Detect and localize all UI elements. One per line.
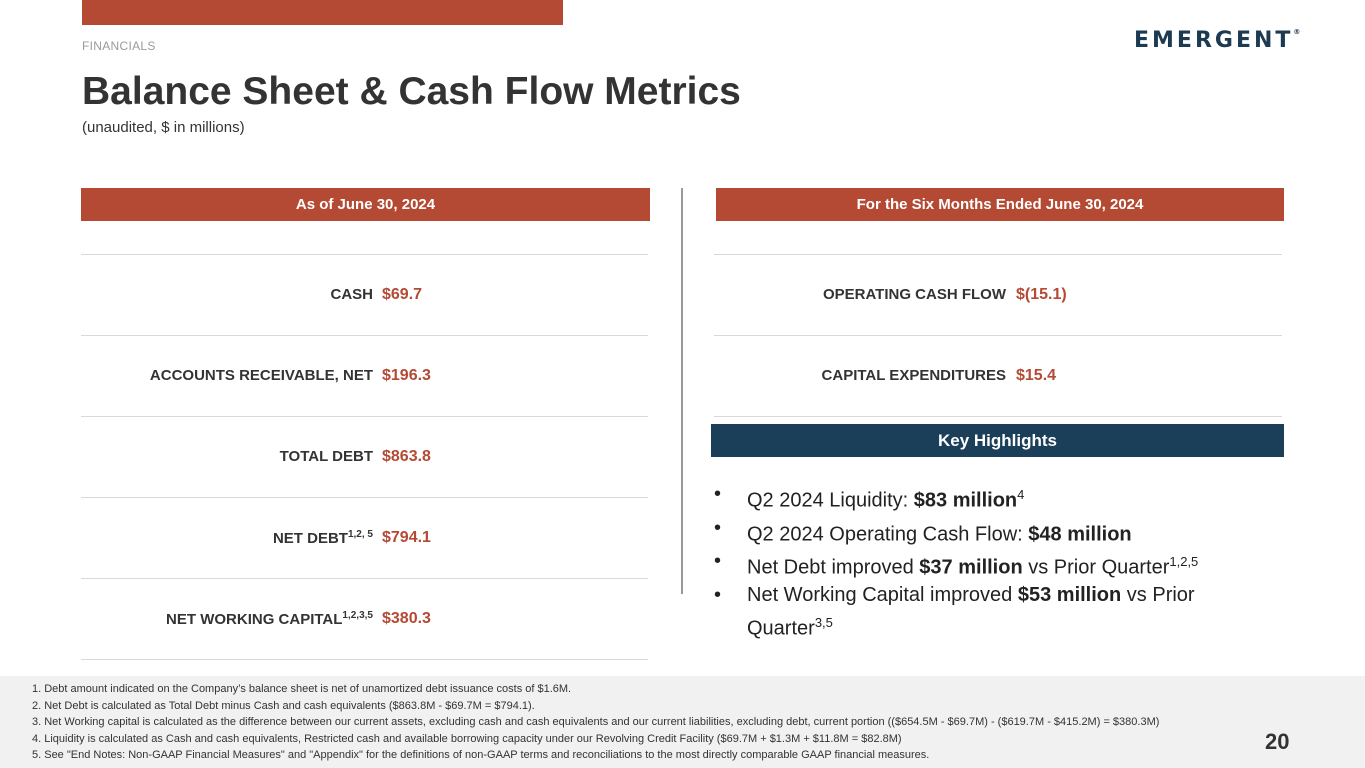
- row-divider: [81, 416, 648, 417]
- operating-cash-flow-value: $(15.1): [1016, 286, 1067, 303]
- total-debt-value: $863.8: [382, 448, 431, 465]
- footnote: 5. See "End Notes: Non-GAAP Financial Me…: [32, 749, 930, 761]
- page-title: Balance Sheet & Cash Flow Metrics: [82, 70, 741, 113]
- highlight-amount: $53 million: [1017, 583, 1122, 606]
- accounts-receivable-label: ACCOUNTS RECEIVABLE, NET: [149, 367, 373, 384]
- cash-flow-header: For the Six Months Ended June 30, 2024: [716, 188, 1284, 221]
- bullet: •: [714, 583, 722, 606]
- net-debt-label-text: NET DEBT: [272, 530, 348, 547]
- row-divider: [714, 254, 1282, 255]
- bullet: •: [714, 550, 722, 573]
- logo-text: EMERGENT: [1134, 28, 1294, 53]
- top-accent-bar: [82, 0, 563, 25]
- net-working-capital-label: NET WORKING CAPITAL1,2,3,5: [166, 610, 373, 628]
- row-divider: [81, 254, 648, 255]
- cash-label: CASH: [330, 286, 373, 303]
- capital-expenditures-value: $15.4: [1016, 367, 1057, 384]
- list-item: • Q2 2024 Liquidity: $83 million4: [714, 481, 1254, 515]
- highlight-text: vs Prior Quarter: [747, 583, 1195, 640]
- logo-registered-mark: ®: [1293, 28, 1301, 36]
- highlight-amount: $37 million: [919, 556, 1023, 579]
- footnotes-list: 1. Debt amount indicated on the Company’…: [32, 681, 1159, 764]
- accounts-receivable-value: $196.3: [382, 367, 431, 384]
- bullet: •: [714, 483, 722, 505]
- list-item: • Net Working Capital improved $53 millio…: [714, 582, 1254, 643]
- net-debt-footnote-ref: 1,2, 5: [347, 529, 373, 540]
- net-debt-label: NET DEBT1,2, 5: [273, 529, 373, 547]
- row-divider: [714, 335, 1282, 336]
- highlight-text: vs Prior Quarter: [1022, 556, 1170, 579]
- highlight-footnote-ref: 1,2,5: [1169, 554, 1199, 570]
- highlight-text: Q2 2024 Operating Cash Flow:: [747, 523, 1029, 546]
- page-subtitle: (unaudited, $ in millions): [82, 119, 245, 136]
- net-debt-value: $794.1: [382, 529, 431, 546]
- row-divider: [81, 578, 648, 579]
- footnote: 4. Liquidity is calculated as Cash and c…: [32, 732, 902, 745]
- highlight-amount: $48 million: [1028, 523, 1132, 546]
- column-divider: [681, 188, 683, 594]
- list-item: • Q2 2024 Operating Cash Flow: $48 millio…: [714, 515, 1254, 549]
- highlight-text: Q2 2024 Liquidity:: [747, 489, 914, 512]
- row-divider: [81, 497, 648, 498]
- highlight-text: Net Working Capital improved: [747, 583, 1018, 606]
- key-highlights-list: • Q2 2024 Liquidity: $83 million4 • Q2 202…: [714, 481, 1254, 643]
- list-item: • Net Debt improved $37 million vs Prior …: [714, 548, 1254, 582]
- highlight-footnote-ref: 3,5: [814, 614, 833, 630]
- row-divider: [81, 659, 648, 660]
- page-number: 20: [1265, 729, 1290, 754]
- footnotes-panel: [0, 676, 1365, 768]
- row-divider: [714, 416, 1282, 417]
- total-debt-label: TOTAL DEBT: [279, 448, 373, 465]
- bullet: •: [714, 516, 722, 539]
- footnote: 1. Debt amount indicated on the Company’…: [32, 683, 572, 695]
- cash-value: $69.7: [382, 286, 423, 303]
- net-working-capital-value: $380.3: [382, 610, 431, 627]
- row-divider: [81, 335, 648, 336]
- capital-expenditures-label: CAPITAL EXPENDITURES: [821, 367, 1006, 384]
- highlight-footnote-ref: 4: [1017, 487, 1025, 502]
- net-working-capital-label-text: NET WORKING CAPITAL: [166, 611, 343, 628]
- emergent-logo: EMERGENT®: [1134, 28, 1300, 53]
- net-working-capital-footnote-ref: 1,2,3,5: [342, 610, 373, 621]
- footnote: 3. Net Working capital is calculated as …: [32, 716, 1160, 728]
- highlight-text: Net Debt improved: [747, 556, 920, 579]
- key-highlights-header: Key Highlights: [711, 424, 1284, 457]
- section-label: FINANCIALS: [82, 39, 156, 53]
- highlight-amount: $83 million: [913, 489, 1018, 512]
- balance-sheet-header: As of June 30, 2024: [81, 188, 650, 221]
- footnote: 2. Net Debt is calculated as Total Debt …: [32, 699, 535, 712]
- operating-cash-flow-label: OPERATING CASH FLOW: [822, 286, 1006, 303]
